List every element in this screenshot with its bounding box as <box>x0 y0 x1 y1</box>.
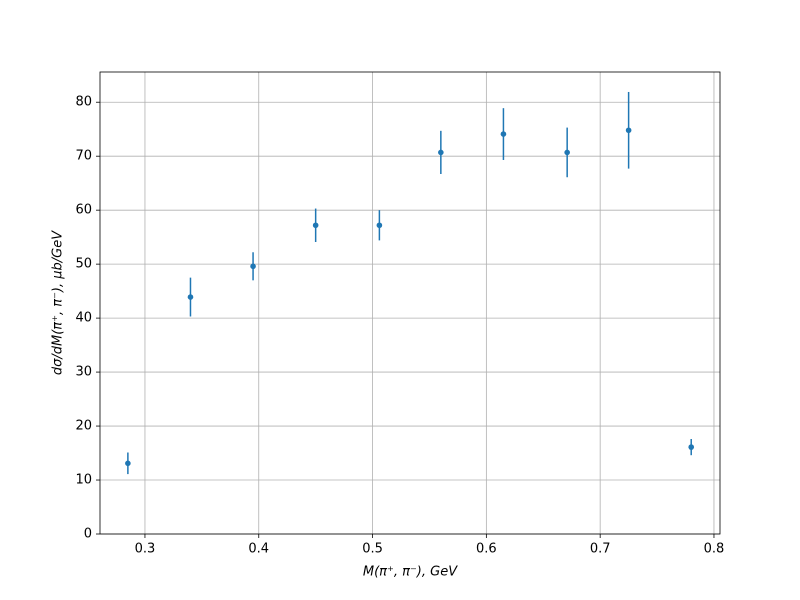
x-tick-label: 0.8 <box>704 542 725 557</box>
data-point <box>500 131 507 137</box>
y-tick-label: 60 <box>75 203 92 218</box>
y-tick-label: 40 <box>75 311 92 326</box>
y-tick-label: 20 <box>75 419 92 434</box>
y-tick-label: 30 <box>75 365 92 380</box>
data-point <box>625 127 632 134</box>
x-tick-label: 0.6 <box>476 542 497 557</box>
x-tick-label: 0.4 <box>248 542 269 557</box>
x-axis-label: M(π⁺, π⁻), GeV <box>363 565 458 580</box>
data-point <box>125 460 131 467</box>
data-point <box>438 149 444 156</box>
y-tick-label: 0 <box>84 527 92 542</box>
data-point <box>250 263 256 270</box>
y-tick-label: 50 <box>75 257 92 272</box>
y-axis-label: dσ/dM(π⁺, π⁻), μb/GeV <box>51 230 66 375</box>
y-tick-label: 80 <box>75 95 92 110</box>
y-tick-label: 10 <box>75 473 92 488</box>
data-point <box>187 294 194 300</box>
data-point <box>564 149 570 156</box>
plot-frame <box>99 71 721 535</box>
x-tick-label: 0.7 <box>590 542 611 557</box>
data-point <box>688 444 695 450</box>
data-point <box>376 222 383 229</box>
x-tick-label: 0.5 <box>362 542 383 557</box>
data-point <box>312 222 319 229</box>
y-tick-label: 70 <box>75 149 92 164</box>
x-tick-label: 0.3 <box>135 542 156 557</box>
